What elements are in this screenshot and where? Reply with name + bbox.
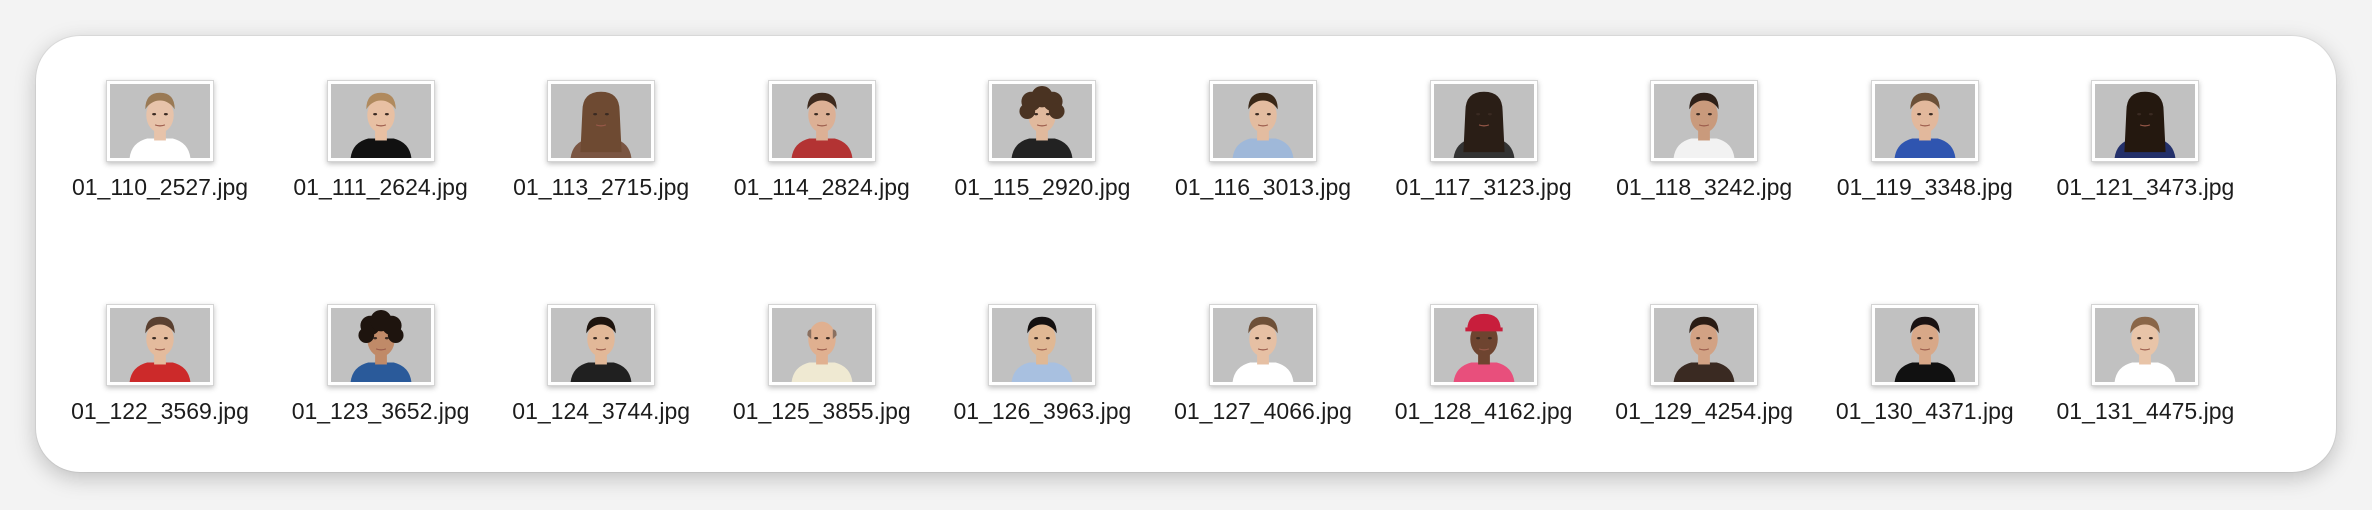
- file-item[interactable]: 01_125_3855.jpg: [717, 280, 927, 480]
- image-thumbnail[interactable]: [767, 80, 876, 162]
- image-thumbnail[interactable]: [1209, 304, 1317, 386]
- file-name-label: 01_124_3744.jpg: [512, 398, 691, 424]
- image-thumbnail[interactable]: [106, 80, 214, 162]
- file-name-label: 01_118_3242.jpg: [1616, 174, 1793, 200]
- file-item[interactable]: 01_129_4254.jpg: [1599, 280, 1809, 480]
- portrait-photo: [1874, 84, 1975, 158]
- image-thumbnail[interactable]: [106, 304, 214, 386]
- portrait-photo: [1874, 308, 1975, 382]
- file-name-label: 01_119_3348.jpg: [1836, 174, 2013, 200]
- file-item[interactable]: 01_122_3569.jpg: [55, 280, 265, 480]
- file-item[interactable]: 01_116_3013.jpg: [1158, 56, 1368, 256]
- file-grid: 01_110_2527.jpg 01_111_2624.jpg: [36, 36, 2336, 472]
- file-name-label: 01_129_4254.jpg: [1615, 398, 1794, 424]
- portrait-photo: [330, 84, 431, 158]
- image-thumbnail[interactable]: [1650, 304, 1759, 386]
- portrait-photo: [771, 84, 872, 158]
- file-name-label: 01_122_3569.jpg: [71, 398, 249, 424]
- portrait-photo: [551, 308, 652, 382]
- portrait-photo: [551, 84, 652, 158]
- file-item[interactable]: 01_119_3348.jpg: [1820, 56, 2030, 256]
- image-thumbnail[interactable]: [1209, 80, 1317, 162]
- file-name-label: 01_126_3963.jpg: [953, 398, 1132, 424]
- portrait-photo: [771, 308, 872, 382]
- portrait-photo: [2095, 84, 2196, 158]
- file-item[interactable]: 01_110_2527.jpg: [55, 56, 265, 256]
- file-name-label: 01_131_4475.jpg: [2056, 398, 2235, 424]
- portrait-photo: [1213, 84, 1313, 158]
- image-thumbnail[interactable]: [988, 304, 1097, 386]
- file-name-label: 01_117_3123.jpg: [1395, 174, 1572, 200]
- file-name-label: 01_130_4371.jpg: [1835, 398, 2014, 424]
- image-thumbnail[interactable]: [1650, 80, 1759, 162]
- image-thumbnail[interactable]: [1429, 304, 1538, 386]
- file-name-label: 01_116_3013.jpg: [1174, 174, 1352, 200]
- file-item[interactable]: 01_131_4475.jpg: [2040, 280, 2250, 480]
- file-item[interactable]: 01_128_4162.jpg: [1379, 280, 1589, 480]
- image-thumbnail[interactable]: [1870, 80, 1979, 162]
- file-item[interactable]: 01_127_4066.jpg: [1158, 280, 1368, 480]
- image-thumbnail[interactable]: [547, 304, 656, 386]
- image-thumbnail[interactable]: [1429, 80, 1538, 162]
- finder-window: 01_110_2527.jpg 01_111_2624.jpg: [36, 36, 2336, 472]
- file-item[interactable]: 01_124_3744.jpg: [496, 280, 706, 480]
- file-name-label: 01_128_4162.jpg: [1394, 398, 1573, 424]
- image-thumbnail[interactable]: [547, 80, 656, 162]
- image-thumbnail[interactable]: [326, 80, 435, 162]
- portrait-photo: [2095, 308, 2196, 382]
- file-item[interactable]: 01_117_3123.jpg: [1379, 56, 1589, 256]
- portrait-photo: [1654, 84, 1755, 158]
- file-item[interactable]: 01_130_4371.jpg: [1820, 280, 2030, 480]
- file-name-label: 01_121_3473.jpg: [2056, 174, 2235, 200]
- file-name-label: 01_114_2824.jpg: [733, 174, 910, 200]
- file-item[interactable]: 01_118_3242.jpg: [1599, 56, 1809, 256]
- image-thumbnail[interactable]: [767, 304, 876, 386]
- file-name-label: 01_123_3652.jpg: [291, 398, 470, 424]
- portrait-photo: [110, 84, 210, 158]
- portrait-photo: [1433, 84, 1534, 158]
- file-name-label: 01_115_2920.jpg: [954, 174, 1131, 200]
- file-name-label: 01_110_2527.jpg: [71, 174, 249, 200]
- file-item[interactable]: 01_113_2715.jpg: [496, 56, 706, 256]
- portrait-photo: [330, 308, 431, 382]
- file-name-label: 01_111_2624.jpg: [293, 174, 468, 200]
- portrait-photo: [1433, 308, 1534, 382]
- portrait-photo: [992, 84, 1093, 158]
- file-item[interactable]: 01_121_3473.jpg: [2040, 56, 2250, 256]
- file-name-label: 01_125_3855.jpg: [732, 398, 911, 424]
- image-thumbnail[interactable]: [2091, 80, 2200, 162]
- portrait-photo: [110, 308, 210, 382]
- image-thumbnail[interactable]: [326, 304, 435, 386]
- image-thumbnail[interactable]: [2091, 304, 2200, 386]
- image-thumbnail[interactable]: [988, 80, 1097, 162]
- portrait-photo: [1654, 308, 1755, 382]
- file-name-label: 01_127_4066.jpg: [1174, 398, 1352, 424]
- file-item[interactable]: 01_111_2624.jpg: [276, 56, 486, 256]
- portrait-photo: [992, 308, 1093, 382]
- file-item[interactable]: 01_123_3652.jpg: [276, 280, 486, 480]
- file-item[interactable]: 01_114_2824.jpg: [717, 56, 927, 256]
- portrait-photo: [1213, 308, 1313, 382]
- image-thumbnail[interactable]: [1870, 304, 1979, 386]
- file-item[interactable]: 01_126_3963.jpg: [937, 280, 1147, 480]
- file-item[interactable]: 01_115_2920.jpg: [937, 56, 1147, 256]
- file-name-label: 01_113_2715.jpg: [513, 174, 690, 200]
